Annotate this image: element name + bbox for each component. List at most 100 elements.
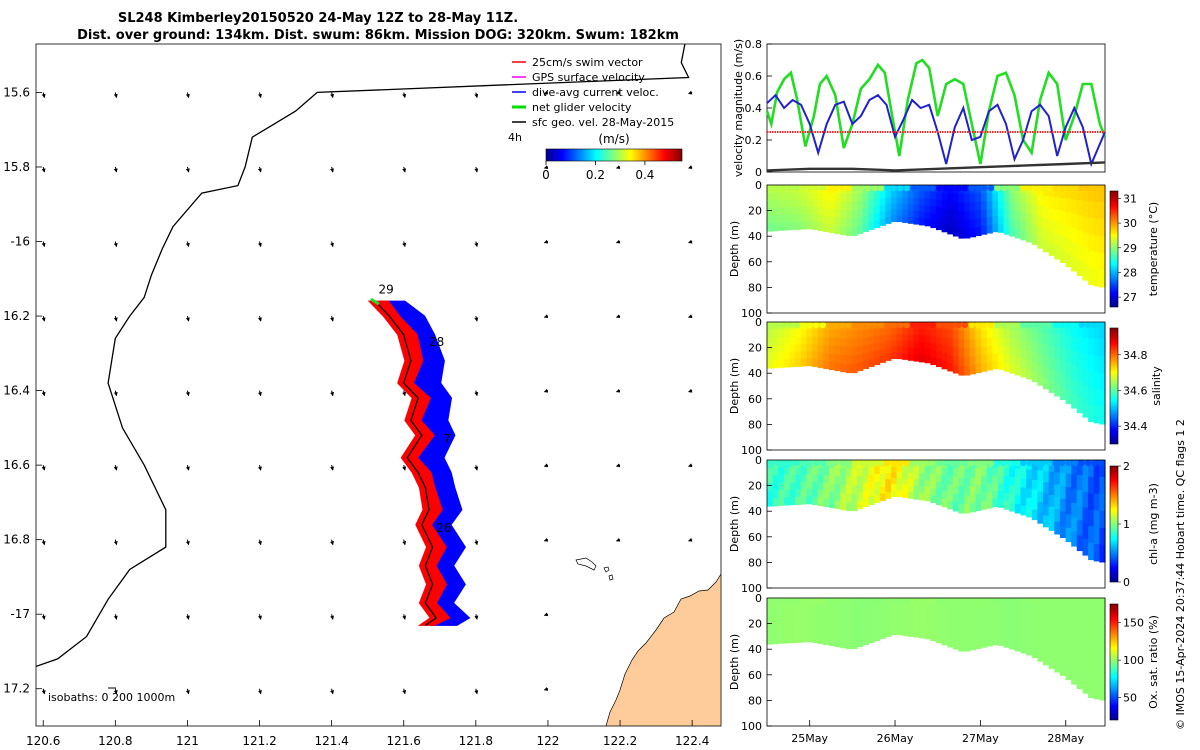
profile-cell — [862, 483, 869, 492]
profile-cell — [1043, 609, 1050, 621]
profile-cell — [952, 355, 960, 365]
profile-cell — [1043, 344, 1050, 356]
profile-cell — [1026, 488, 1033, 499]
profile-cell — [1093, 682, 1100, 700]
surface-sample-dot — [851, 459, 859, 467]
profile-cell — [812, 612, 819, 621]
profile-cell — [823, 353, 830, 362]
profile-cell — [902, 610, 909, 618]
depth-y-tick-label: 60 — [748, 393, 762, 406]
profile-cell — [1043, 598, 1050, 610]
profile-cell — [1014, 642, 1022, 652]
surface-sample-dot — [851, 597, 859, 605]
profile-cell — [823, 491, 830, 500]
surface-sample-dot — [910, 459, 917, 467]
profile-cell — [1065, 500, 1072, 515]
profile-cell — [1026, 369, 1033, 380]
profile-cell — [823, 223, 830, 232]
profile-cell — [829, 345, 836, 355]
surface-sample-dot — [974, 597, 982, 605]
profile-cell — [1026, 635, 1033, 646]
profile-cell — [1093, 460, 1100, 478]
surface-sample-dot — [968, 184, 975, 192]
profile-cell — [868, 627, 875, 636]
profile-cell — [896, 484, 903, 491]
profile-cell — [986, 338, 993, 347]
profile-cell — [902, 472, 909, 480]
profile-cell — [986, 193, 993, 202]
profile-cell — [783, 192, 791, 201]
profile-cell — [896, 197, 903, 204]
profile-cell — [829, 200, 836, 210]
profile-cell — [1009, 502, 1016, 512]
geo-velocity-arrow — [330, 614, 334, 620]
map-x-tick-label: 121.6 — [387, 734, 421, 748]
profile-cell — [1099, 185, 1106, 203]
profile-cell — [941, 223, 948, 233]
profile-cell — [1059, 636, 1067, 651]
profile-cell — [1065, 527, 1072, 543]
geo-velocity-arrow — [41, 465, 46, 471]
geo-velocity-arrow — [402, 92, 407, 99]
profile-cell — [1065, 473, 1072, 488]
profile-cell — [913, 479, 920, 487]
profile-cell — [795, 627, 802, 636]
profile-cell — [890, 466, 898, 473]
profile-cell — [1099, 356, 1106, 374]
profile-cell — [952, 364, 960, 374]
profile-cell — [1043, 653, 1050, 666]
profile-cell — [913, 185, 920, 193]
profile-cell — [998, 337, 1005, 347]
profile-cell — [919, 611, 926, 619]
geo-velocity-arrow — [543, 388, 549, 393]
profile-cell — [778, 192, 785, 201]
profile-cell — [975, 606, 982, 616]
profile-cell — [1088, 267, 1095, 286]
profile-cell — [969, 623, 976, 633]
profile-cell — [919, 355, 926, 363]
profile-cell — [1031, 351, 1038, 363]
profile-cell — [1065, 198, 1072, 213]
map-y-tick-label: -17 — [10, 607, 30, 621]
profile-cell — [845, 631, 853, 641]
panel-colorbar — [1109, 327, 1119, 445]
profile-cell — [812, 222, 819, 230]
profile-cell — [795, 605, 802, 614]
profile-cell — [1059, 524, 1067, 538]
map-x-tick-label: 121 — [176, 734, 199, 748]
profile-cell — [930, 495, 937, 504]
profile-cell — [778, 497, 785, 506]
profile-cell — [936, 344, 943, 353]
profile-cell — [823, 200, 830, 209]
surface-sample-dot — [884, 184, 891, 192]
profile-cell — [1014, 366, 1022, 376]
profile-cell — [851, 502, 858, 512]
profile-cell — [902, 346, 909, 354]
profile-cell — [857, 354, 864, 363]
profile-cell — [998, 216, 1005, 225]
depth-y-tick-label-zero: 0 — [755, 316, 762, 329]
surface-sample-dot — [994, 184, 1001, 192]
profile-cell — [1014, 624, 1022, 634]
profile-cell — [1037, 195, 1044, 207]
geo-velocity-arrow — [474, 315, 479, 322]
profile-cell — [1082, 385, 1089, 402]
profile-cell — [1043, 377, 1050, 390]
profile-cell — [919, 198, 926, 206]
surface-sample-dot — [767, 459, 775, 467]
profile-cell — [823, 216, 830, 225]
depth-y-tick-label: 60 — [748, 256, 762, 269]
geo-velocity-arrow — [543, 90, 549, 95]
surface-sample-dot — [961, 597, 969, 605]
profile-cell — [975, 485, 982, 495]
profile-cell — [767, 215, 774, 224]
profile-cell — [1093, 218, 1100, 236]
surface-sample-dot — [851, 321, 859, 329]
surface-sample-dot — [1052, 459, 1059, 467]
profile-cell — [783, 613, 791, 622]
profile-cell — [952, 615, 960, 625]
profile-cell — [885, 491, 892, 499]
profile-cell — [1065, 252, 1072, 268]
profile-cell — [1099, 598, 1106, 616]
profile-cell — [857, 225, 864, 235]
